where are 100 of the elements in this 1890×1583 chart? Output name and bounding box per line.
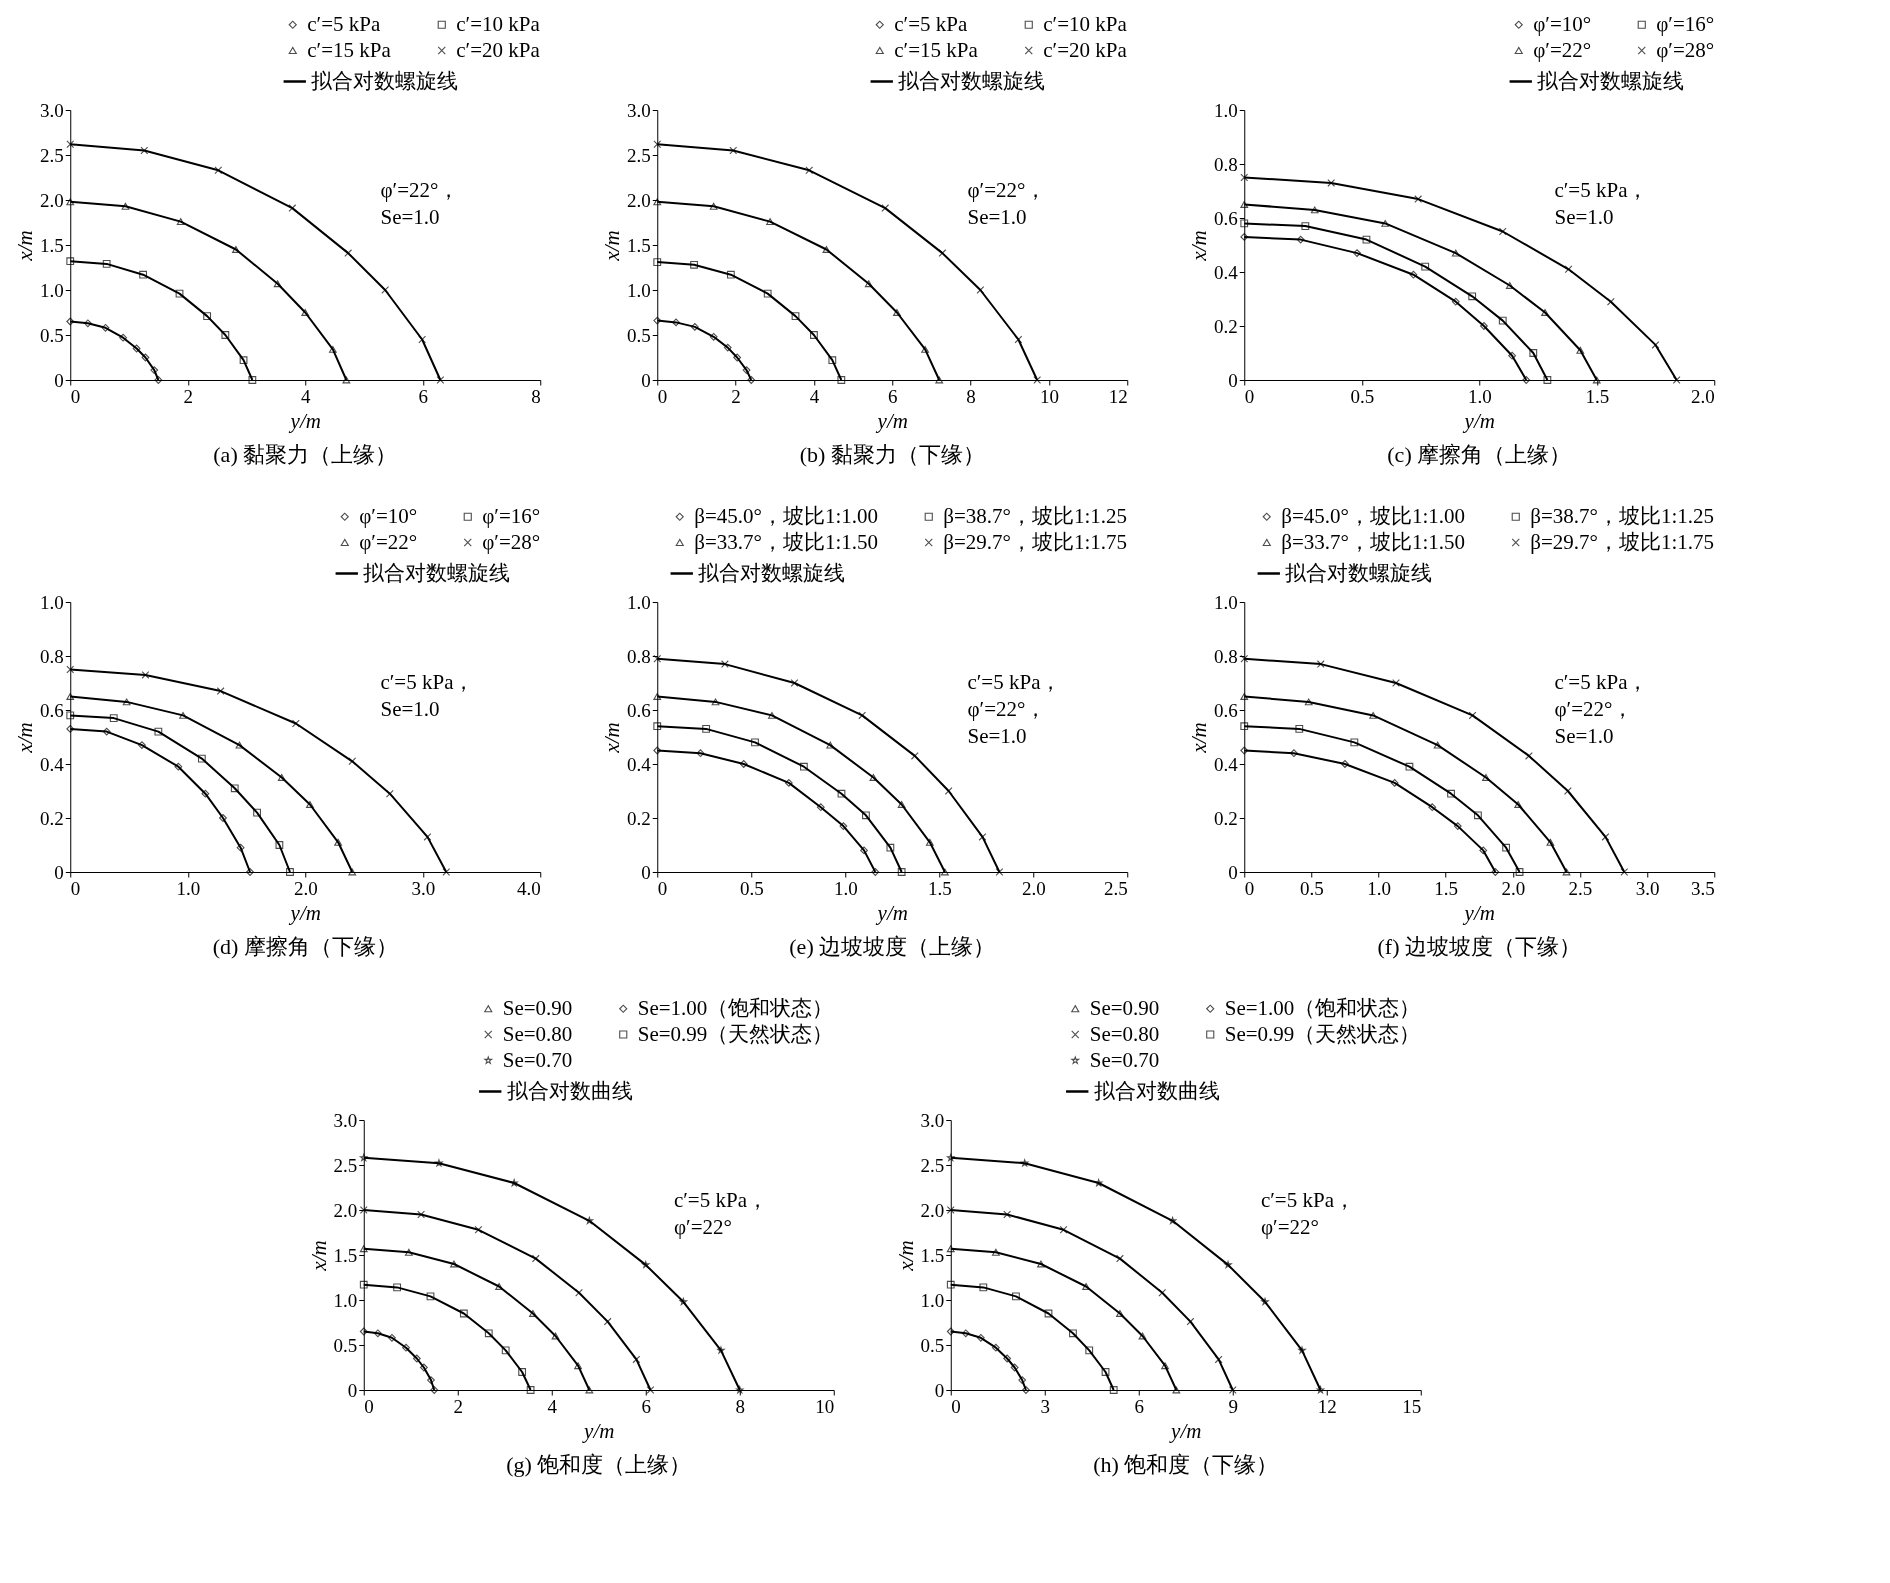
point xyxy=(435,1159,443,1167)
point xyxy=(450,1260,458,1268)
point xyxy=(585,1216,594,1225)
point xyxy=(109,714,118,722)
point xyxy=(1003,1210,1012,1219)
point xyxy=(66,257,75,266)
point xyxy=(510,1179,518,1187)
x-axis-title: y/m xyxy=(875,900,908,925)
point xyxy=(1341,760,1349,768)
y-axis-title: x/m xyxy=(1187,230,1211,262)
y-axis-title: x/m xyxy=(13,230,37,262)
point xyxy=(1502,843,1511,852)
point xyxy=(1482,774,1490,781)
point xyxy=(1298,1346,1306,1354)
point xyxy=(122,698,131,706)
y-tick-label: 1.0 xyxy=(40,591,64,613)
point xyxy=(83,319,92,328)
annotation: c′=5 kPa， xyxy=(673,1188,768,1212)
legend-label: c′=20 kPa xyxy=(456,37,541,62)
point xyxy=(726,270,735,279)
annotation: φ′=22° xyxy=(1260,1215,1319,1239)
point xyxy=(132,344,141,353)
x-tick-label: 8 xyxy=(735,1395,745,1417)
x-tick-label: 8 xyxy=(531,385,541,407)
text: (e) 边坡坡度（上缘） xyxy=(789,934,996,959)
point xyxy=(791,312,800,320)
point xyxy=(101,323,110,332)
point xyxy=(1012,1292,1020,1301)
point xyxy=(702,725,711,733)
point xyxy=(1224,1261,1232,1269)
point xyxy=(881,204,890,212)
y-tick-label: 0 xyxy=(54,861,64,883)
point xyxy=(1369,711,1378,719)
point xyxy=(805,166,814,175)
point xyxy=(690,323,699,331)
annotation: c′=5 kPa， xyxy=(967,670,1062,694)
point xyxy=(154,376,163,384)
point xyxy=(1168,1216,1177,1225)
x-tick-label: 1.0 xyxy=(1367,877,1391,899)
point xyxy=(1428,803,1437,812)
point xyxy=(1546,838,1555,846)
point xyxy=(1468,711,1477,720)
point xyxy=(301,309,310,316)
y-tick-label: 0.8 xyxy=(627,645,651,667)
x-tick-label: 2.0 xyxy=(1021,877,1046,899)
x-tick-label: 1.0 xyxy=(1467,385,1492,407)
y-tick-label: 0.2 xyxy=(627,807,651,829)
legend-label: c′=5 kPa xyxy=(307,11,381,36)
legend-label: β=38.7°，坡比1:1.25 xyxy=(1530,503,1715,528)
point xyxy=(501,1346,510,1355)
y-tick-label: 0.6 xyxy=(1214,207,1238,229)
legend-label: φ′=10° xyxy=(1533,11,1592,36)
point xyxy=(239,356,248,365)
x-tick-label: 0 xyxy=(657,877,668,899)
point xyxy=(574,1362,582,1370)
point xyxy=(275,841,284,849)
point xyxy=(66,665,75,674)
x-tick-label: 0 xyxy=(951,1395,961,1417)
legend-label: φ′=16° xyxy=(482,503,541,528)
point xyxy=(139,270,147,279)
point xyxy=(141,353,150,362)
y-tick-label: 0.2 xyxy=(1214,315,1238,337)
annotation: φ′=22°， xyxy=(967,178,1047,202)
y-tick-label: 2.5 xyxy=(333,1154,358,1176)
y-tick-label: 0.6 xyxy=(1214,699,1238,721)
point xyxy=(219,814,227,822)
legend-label: Se=0.99（天然状态） xyxy=(1224,1021,1421,1046)
point xyxy=(360,1153,368,1162)
point xyxy=(1479,846,1488,855)
point xyxy=(393,1283,402,1292)
x-tick-label: 12 xyxy=(1108,385,1128,407)
point xyxy=(484,1329,493,1338)
legend-label: φ′=28° xyxy=(482,529,541,554)
y-axis-title: x/m xyxy=(1187,722,1211,754)
point xyxy=(822,246,831,253)
point xyxy=(1316,1386,1325,1394)
point xyxy=(418,335,427,344)
point xyxy=(1240,746,1249,755)
x-tick-label: 1.0 xyxy=(833,877,858,899)
point xyxy=(334,838,343,846)
point xyxy=(860,846,868,855)
legend-label: Se=0.70 xyxy=(1089,1047,1160,1072)
legend-label: 拟合对数螺旋线 xyxy=(1537,68,1685,93)
point xyxy=(1576,346,1585,354)
point xyxy=(1474,811,1482,820)
legend-label: c′=10 kPa xyxy=(1043,11,1128,36)
point xyxy=(412,1354,421,1363)
point xyxy=(1327,179,1336,187)
point xyxy=(768,711,776,719)
point xyxy=(1541,309,1549,316)
x-tick-label: 0 xyxy=(70,385,81,407)
point xyxy=(1010,1363,1019,1372)
point xyxy=(197,754,206,763)
y-tick-label: 2.0 xyxy=(40,189,64,211)
point xyxy=(991,1248,1000,1256)
annotation: Se=1.0 xyxy=(967,205,1027,229)
point xyxy=(653,316,662,325)
point xyxy=(248,376,257,384)
x-tick-label: 4 xyxy=(547,1395,558,1417)
x-tick-label: 3.0 xyxy=(411,877,436,899)
